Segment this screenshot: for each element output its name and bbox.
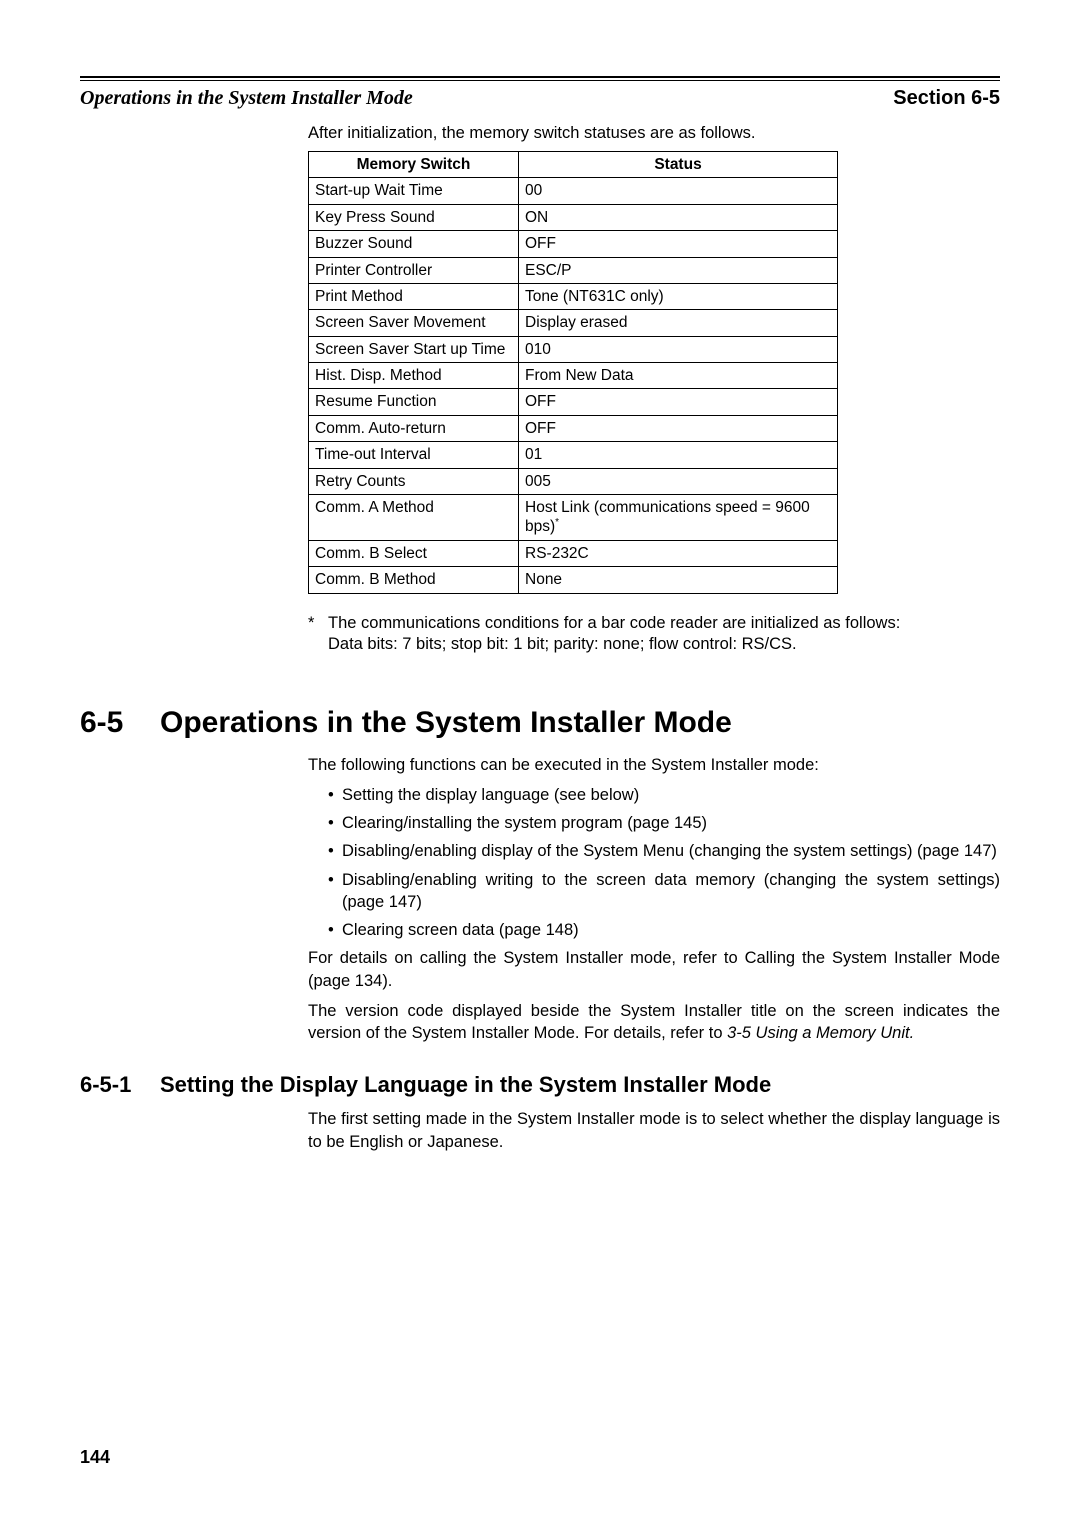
cell-status: Tone (NT631C only) (519, 283, 838, 309)
table-row: Start-up Wait Time00 (309, 178, 838, 204)
table-row: Screen Saver Start up Time010 (309, 336, 838, 362)
bullet-list: Setting the display language (see below)… (308, 784, 1000, 942)
top-rule-heavy (80, 76, 1000, 78)
cell-status: From New Data (519, 363, 838, 389)
table-row: Screen Saver MovementDisplay erased (309, 310, 838, 336)
cell-status: OFF (519, 389, 838, 415)
table-row: Retry Counts005 (309, 468, 838, 494)
subsection-number: 6-5-1 (80, 1072, 160, 1098)
table-row: Time-out Interval01 (309, 442, 838, 468)
bullet-item: Disabling/enabling writing to the screen… (328, 869, 1000, 914)
subsection-para: The first setting made in the System Ins… (308, 1108, 1000, 1153)
table-row: Buzzer SoundOFF (309, 231, 838, 257)
table-intro: After initialization, the memory switch … (308, 124, 1000, 143)
cell-memory-switch: Comm. Auto-return (309, 415, 519, 441)
cell-status: Host Link (communications speed = 9600 b… (519, 494, 838, 540)
bullet-item: Setting the display language (see below) (328, 784, 1000, 806)
cell-memory-switch: Screen Saver Start up Time (309, 336, 519, 362)
body-column: After initialization, the memory switch … (308, 124, 1000, 654)
table-row: Comm. B SelectRS-232C (309, 540, 838, 566)
cell-status: 00 (519, 178, 838, 204)
cell-memory-switch: Screen Saver Movement (309, 310, 519, 336)
subsection-body: The first setting made in the System Ins… (308, 1108, 1000, 1153)
footnote-marker: * (308, 614, 328, 654)
page: Operations in the System Installer Mode … (80, 76, 1000, 1468)
cell-memory-switch: Comm. B Select (309, 540, 519, 566)
section-number: 6-5 (80, 706, 160, 740)
cell-status: Display erased (519, 310, 838, 336)
cell-status: ON (519, 204, 838, 230)
table-row: Hist. Disp. MethodFrom New Data (309, 363, 838, 389)
footnote-text: The communications conditions for a bar … (328, 614, 1000, 654)
cell-status: None (519, 567, 838, 593)
cell-memory-switch: Printer Controller (309, 257, 519, 283)
section-lead: The following functions can be executed … (308, 754, 1000, 776)
cell-memory-switch: Hist. Disp. Method (309, 363, 519, 389)
table-row: Comm. B MethodNone (309, 567, 838, 593)
cell-memory-switch: Print Method (309, 283, 519, 309)
asterisk-superscript: * (555, 517, 559, 528)
table-row: Comm. Auto-returnOFF (309, 415, 838, 441)
cell-status: OFF (519, 415, 838, 441)
footnote: * The communications conditions for a ba… (308, 614, 1000, 654)
cell-status: ESC/P (519, 257, 838, 283)
table-row: Printer ControllerESC/P (309, 257, 838, 283)
header-right: Section 6-5 (893, 87, 1000, 110)
cell-status: 005 (519, 468, 838, 494)
cell-memory-switch: Resume Function (309, 389, 519, 415)
table-row: Comm. A MethodHost Link (communications … (309, 494, 838, 540)
table-header-row: Memory Switch Status (309, 152, 838, 178)
cell-memory-switch: Comm. B Method (309, 567, 519, 593)
cell-status: 01 (519, 442, 838, 468)
cell-memory-switch: Comm. A Method (309, 494, 519, 540)
section-title: Operations in the System Installer Mode (160, 706, 732, 740)
section-para-2: The version code displayed beside the Sy… (308, 1000, 1000, 1045)
bullet-item: Disabling/enabling display of the System… (328, 840, 1000, 862)
col-header-status: Status (519, 152, 838, 178)
footnote-line2: Data bits: 7 bits; stop bit: 1 bit; pari… (328, 635, 1000, 654)
cell-memory-switch: Key Press Sound (309, 204, 519, 230)
section-body: The following functions can be executed … (308, 754, 1000, 1045)
bullet-item: Clearing screen data (page 148) (328, 919, 1000, 941)
table-row: Resume FunctionOFF (309, 389, 838, 415)
table-row: Print MethodTone (NT631C only) (309, 283, 838, 309)
section-para-1: For details on calling the System Instal… (308, 947, 1000, 992)
cell-status: RS-232C (519, 540, 838, 566)
footnote-line1: The communications conditions for a bar … (328, 614, 1000, 633)
subsection-heading: 6-5-1 Setting the Display Language in th… (80, 1072, 1000, 1098)
cell-memory-switch: Retry Counts (309, 468, 519, 494)
header-left: Operations in the System Installer Mode (80, 87, 413, 110)
table-row: Key Press SoundON (309, 204, 838, 230)
cell-status: OFF (519, 231, 838, 257)
memory-switch-table: Memory Switch Status Start-up Wait Time0… (308, 151, 838, 594)
bullet-item: Clearing/installing the system program (… (328, 812, 1000, 834)
cell-status: 010 (519, 336, 838, 362)
cell-memory-switch: Time-out Interval (309, 442, 519, 468)
cell-memory-switch: Buzzer Sound (309, 231, 519, 257)
subsection-title: Setting the Display Language in the Syst… (160, 1072, 771, 1098)
cell-memory-switch: Start-up Wait Time (309, 178, 519, 204)
running-header: Operations in the System Installer Mode … (80, 80, 1000, 124)
page-number: 144 (80, 1447, 110, 1468)
section-para-2b-italic: 3-5 Using a Memory Unit. (727, 1024, 914, 1042)
section-heading: 6-5 Operations in the System Installer M… (80, 706, 1000, 740)
col-header-memory-switch: Memory Switch (309, 152, 519, 178)
